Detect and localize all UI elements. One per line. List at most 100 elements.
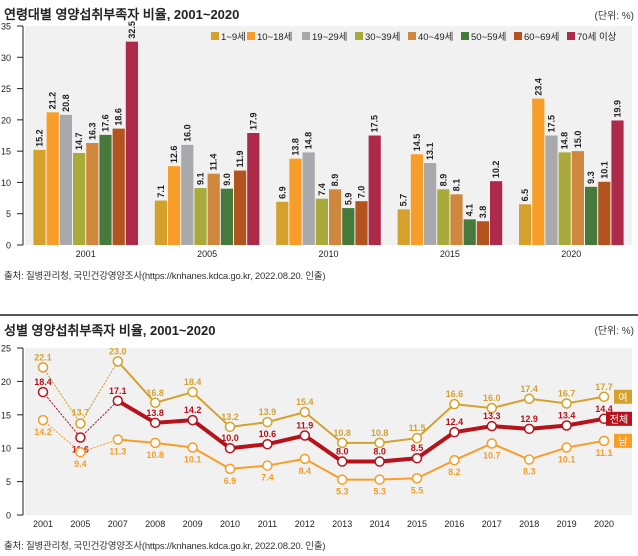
data-label: 18.4 [184, 377, 202, 387]
x-tick-label: 2009 [183, 519, 203, 529]
legend-전체: 전체 [606, 411, 632, 426]
data-point [411, 452, 423, 464]
bar-60~69세-2005 [234, 170, 247, 245]
x-tick-label: 2007 [108, 519, 128, 529]
data-point [411, 473, 423, 484]
data-point [374, 474, 385, 485]
legend-label: 30~39세 [365, 32, 400, 43]
bar-40~49세-2010 [329, 189, 342, 245]
legend-swatch [514, 32, 522, 40]
line-segment [528, 397, 568, 405]
line-segment [79, 439, 119, 453]
line-segment [42, 366, 81, 424]
data-label: 17.6 [101, 114, 111, 132]
data-label: 16.7 [558, 388, 576, 398]
bar-50~59세-2001 [99, 134, 112, 245]
y-tick-label: 10 [1, 178, 11, 188]
data-point [561, 442, 572, 453]
x-tick-label: 2020 [561, 249, 581, 259]
data-point [224, 421, 236, 433]
bar-60~69세-2010 [355, 201, 368, 245]
data-point [598, 391, 610, 403]
x-tick-label: 2012 [295, 519, 315, 529]
data-label: 16.0 [483, 393, 501, 403]
data-label: 8.3 [523, 467, 536, 477]
data-point [262, 438, 273, 450]
data-label: 8.9 [438, 174, 448, 187]
line-segment [191, 391, 231, 428]
line-segment [489, 424, 532, 431]
x-tick-label: 2008 [145, 519, 165, 529]
bar-60~69세-2020 [598, 181, 611, 245]
line-segment [190, 418, 232, 451]
bar-70세 이상-2015 [490, 181, 503, 245]
data-label: 7.1 [156, 185, 166, 198]
line-segment [565, 439, 605, 449]
legend-tag [606, 411, 632, 426]
bar-19~29세-2010 [302, 152, 315, 245]
x-tick-label: 2013 [332, 519, 352, 529]
data-label: 4.1 [465, 204, 475, 217]
data-label: 20.8 [61, 94, 71, 112]
line-segment [303, 411, 344, 444]
bar-19~29세-2015 [424, 163, 437, 245]
data-point [149, 437, 161, 449]
data-point [187, 414, 198, 426]
data-label: 8.4 [299, 466, 312, 476]
y-tick-label: 35 [1, 22, 11, 32]
bar-70세 이상-2005 [247, 132, 260, 245]
series-여: 22.1 13.7 23.0 16.8 18.4 13.2 13.9 15.4 10.8 10.8… [34, 346, 613, 449]
data-point [523, 423, 535, 435]
y-tick-label: 15 [1, 147, 11, 157]
data-label: 8.9 [330, 174, 340, 187]
legend-label: 남 [618, 436, 627, 448]
data-point [523, 393, 535, 405]
bar-30~39세-2015 [437, 189, 450, 245]
data-label: 23.0 [109, 346, 127, 356]
bar-60~69세-2015 [476, 221, 489, 245]
data-label: 5.3 [336, 487, 349, 497]
legend-swatch [247, 32, 255, 40]
x-tick-label: 2010 [220, 519, 240, 529]
data-point [75, 418, 86, 429]
line-segment [266, 457, 306, 467]
data-label: 13.9 [259, 407, 277, 417]
y-tick-label: 30 [1, 53, 11, 63]
legend-swatch [461, 32, 469, 40]
data-label: 13.3 [483, 411, 501, 421]
bar-1~9세-2005 [154, 200, 167, 245]
line-segment [490, 397, 531, 410]
legend-label: 60~69세 [524, 32, 559, 43]
data-point [75, 432, 86, 443]
legend-label: 70세 이상 [577, 32, 617, 43]
data-point [112, 395, 124, 407]
bar-70세 이상-2020 [611, 120, 624, 245]
data-point [187, 386, 198, 398]
y-tick-label: 20 [1, 115, 11, 125]
bar-10~18세-2015 [410, 154, 423, 245]
bar-40~49세-2015 [450, 194, 463, 245]
data-label: 17.7 [595, 382, 613, 392]
data-label: 11.9 [235, 151, 245, 168]
data-label: 8.2 [448, 467, 461, 477]
line-segment [153, 418, 195, 425]
bar-50~59세-2005 [220, 188, 233, 245]
legend-label: 50~59세 [471, 32, 506, 43]
data-label: 10.8 [371, 428, 389, 438]
data-point [37, 386, 49, 398]
line-segment [229, 421, 269, 428]
data-label: 9.1 [196, 173, 206, 186]
data-label: 8.1 [452, 179, 462, 192]
data-label: 11.9 [296, 421, 313, 431]
line-segment [79, 360, 119, 424]
y-tick-label: 0 [6, 241, 11, 251]
data-label: 14.4 [595, 404, 613, 414]
data-label: 12.4 [446, 417, 464, 427]
legend-swatch [302, 32, 310, 40]
line-segment [302, 433, 345, 464]
data-label: 16.3 [87, 122, 97, 140]
data-point [224, 442, 236, 454]
legend-label: 전체 [610, 414, 628, 426]
data-point [112, 356, 124, 367]
data-label: 13.7 [72, 407, 90, 417]
